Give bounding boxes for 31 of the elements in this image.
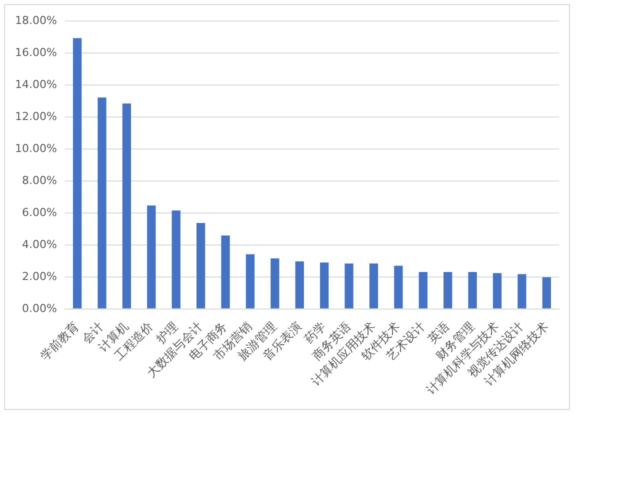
- bar: [444, 272, 452, 308]
- bar: [320, 262, 329, 308]
- y-tick-label: 6.00%: [22, 206, 57, 219]
- bar: [295, 261, 304, 308]
- bar: [394, 266, 403, 308]
- bar: [344, 264, 354, 308]
- y-tick-label: 12.00%: [14, 110, 57, 123]
- bar: [172, 210, 180, 308]
- y-tick-label: 18.00%: [14, 14, 57, 27]
- y-tick-label: 8.00%: [22, 174, 57, 187]
- y-tick-label: 2.00%: [22, 270, 57, 283]
- bar: [72, 38, 82, 308]
- bar: [492, 273, 502, 308]
- bar: [518, 274, 526, 308]
- y-tick-label: 4.00%: [22, 238, 57, 251]
- bar: [418, 272, 428, 308]
- y-tick-label: 0.00%: [22, 302, 57, 315]
- x-tick-label: 学前教育: [38, 319, 82, 364]
- bar: [468, 272, 477, 308]
- bar: [221, 236, 230, 308]
- bar: [369, 264, 378, 308]
- bar: [196, 223, 206, 308]
- bar: [270, 258, 280, 308]
- y-tick-label: 14.00%: [14, 78, 57, 91]
- bar: [122, 104, 132, 308]
- y-tick-label: 10.00%: [14, 142, 57, 155]
- bar: [98, 97, 106, 308]
- bar: [147, 205, 156, 308]
- bar: [542, 277, 551, 308]
- y-tick-label: 16.00%: [14, 46, 57, 59]
- bar: [246, 254, 255, 308]
